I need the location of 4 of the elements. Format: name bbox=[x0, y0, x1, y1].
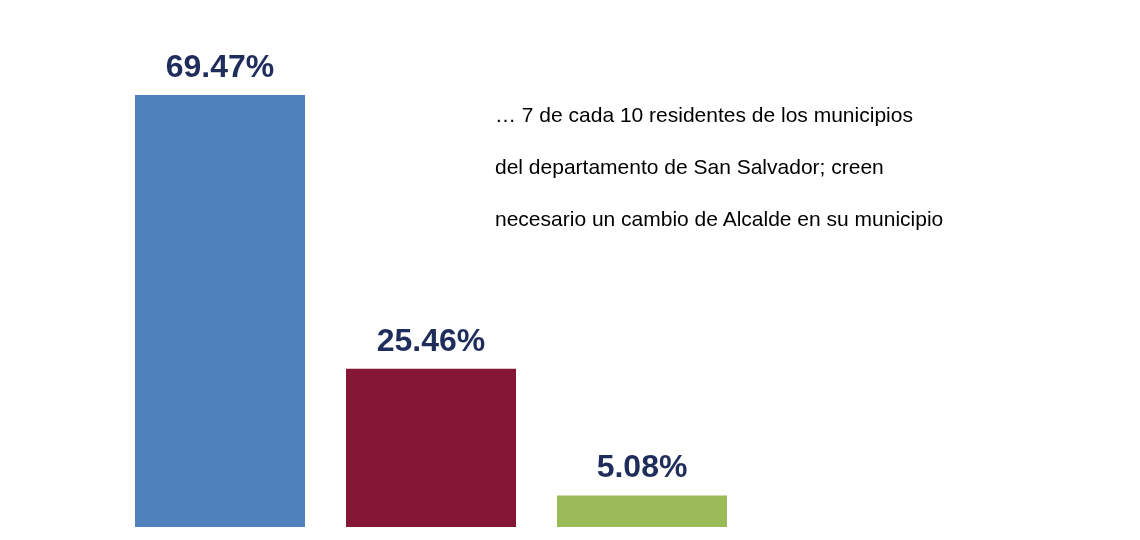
data-label: 5.08% bbox=[596, 448, 688, 485]
text: … 7 de cada 10 residentes de los municipios del departamento de San Salvador; creen necesario un cambio de Alcalde en su municipio bbox=[495, 103, 944, 230]
data-label: 25.46% bbox=[376, 321, 486, 358]
data-label: 69.47% bbox=[165, 48, 275, 84]
